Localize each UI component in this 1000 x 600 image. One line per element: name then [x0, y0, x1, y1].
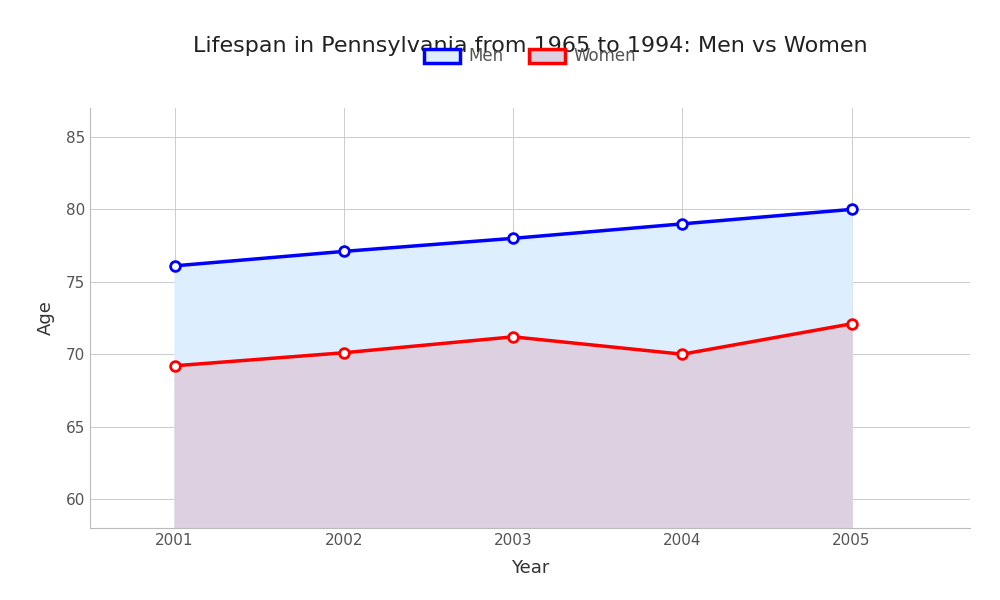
Title: Lifespan in Pennsylvania from 1965 to 1994: Men vs Women: Lifespan in Pennsylvania from 1965 to 19… — [193, 37, 867, 56]
Y-axis label: Age: Age — [37, 301, 55, 335]
X-axis label: Year: Year — [511, 559, 549, 577]
Legend: Men, Women: Men, Women — [417, 41, 643, 72]
